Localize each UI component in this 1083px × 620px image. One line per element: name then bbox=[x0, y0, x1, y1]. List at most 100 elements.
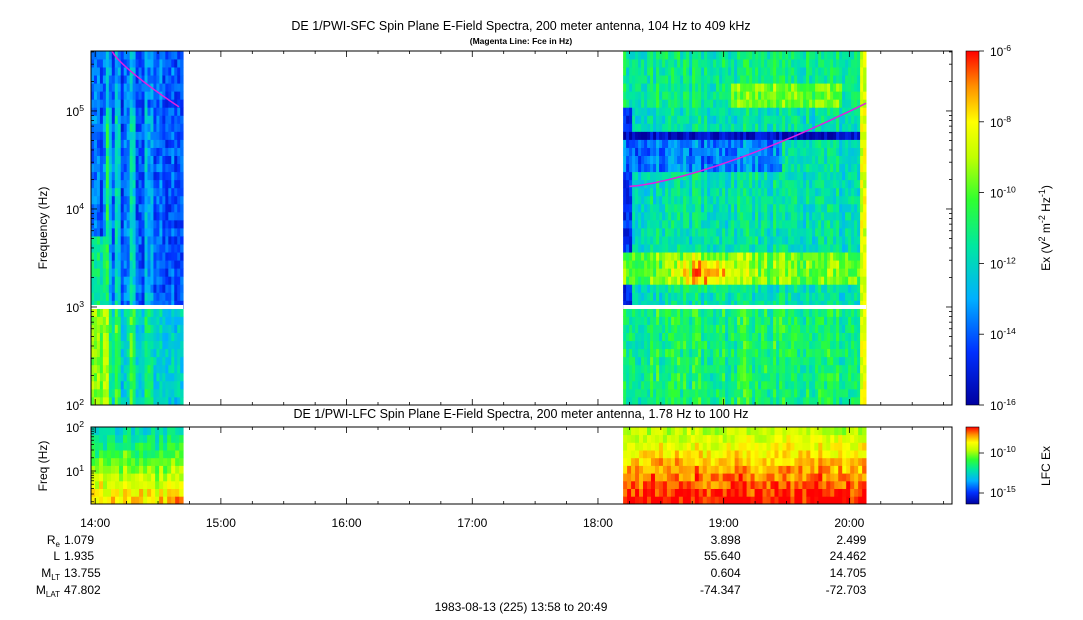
lfc-spectrogram-cell bbox=[107, 473, 112, 482]
sfc-spectrogram-cell bbox=[797, 75, 801, 84]
sfc-spectrogram-cell bbox=[641, 396, 645, 405]
sfc-spectrogram-cell bbox=[788, 332, 792, 342]
sfc-spectrogram-cell bbox=[668, 340, 672, 350]
sfc-spectrogram-cell bbox=[770, 308, 774, 317]
sfc-spectrogram-cell bbox=[776, 211, 780, 221]
sfc-spectrogram-cell bbox=[851, 260, 855, 269]
sfc-spectrogram-cell bbox=[147, 123, 151, 132]
sfc-spectrogram-cell bbox=[677, 300, 681, 309]
sfc-spectrogram-cell bbox=[159, 300, 163, 309]
sfc-spectrogram-cell bbox=[650, 211, 654, 221]
sfc-spectrogram-cell bbox=[135, 107, 139, 116]
sfc-spectrogram-cell bbox=[150, 51, 154, 60]
sfc-spectrogram-cell bbox=[746, 252, 750, 261]
sfc-spectrogram-cell bbox=[719, 364, 723, 374]
sfc-spectrogram-cell bbox=[656, 91, 660, 100]
sfc-spectrogram-cell bbox=[165, 131, 169, 140]
sfc-spectrogram-cell bbox=[168, 131, 172, 140]
lfc-spectrogram-cell bbox=[107, 442, 112, 451]
sfc-spectrogram-cell bbox=[623, 380, 627, 390]
sfc-spectrogram-cell bbox=[99, 324, 104, 333]
sfc-spectrogram-cell bbox=[833, 308, 837, 317]
sfc-spectrogram-cell bbox=[845, 380, 849, 390]
sfc-spectrogram-cell bbox=[707, 380, 711, 390]
sfc-spectrogram-cell bbox=[99, 260, 104, 269]
sfc-spectrogram-cell bbox=[683, 203, 687, 213]
sfc-spectrogram-cell bbox=[797, 211, 801, 221]
sfc-spectrogram-cell bbox=[626, 155, 630, 165]
sfc-spectrogram-cell bbox=[800, 123, 804, 132]
sfc-spectrogram-cell bbox=[791, 99, 795, 108]
sfc-spectrogram-cell bbox=[126, 163, 131, 173]
sfc-spectrogram-cell bbox=[668, 147, 672, 156]
sfc-spectrogram-cell bbox=[815, 260, 819, 269]
sfc-spectrogram-cell bbox=[776, 284, 780, 293]
sfc-spectrogram-cell bbox=[833, 244, 837, 253]
sfc-spectrogram-cell bbox=[91, 268, 95, 277]
sfc-spectrogram-cell bbox=[815, 276, 819, 285]
sfc-spectrogram-cell bbox=[153, 268, 157, 277]
sfc-spectrogram-cell bbox=[725, 284, 729, 293]
sfc-spectrogram-cell bbox=[671, 123, 675, 132]
sfc-spectrogram-cell bbox=[686, 340, 690, 350]
sfc-spectrogram-cell bbox=[863, 107, 867, 116]
sfc-spectrogram-cell bbox=[638, 131, 642, 140]
sfc-spectrogram-cell bbox=[153, 284, 157, 293]
sfc-spectrogram-cell bbox=[803, 67, 807, 76]
sfc-spectrogram-cell bbox=[812, 67, 816, 76]
sfc-spectrogram-cell bbox=[782, 268, 786, 277]
sfc-spectrogram-cell bbox=[740, 211, 744, 221]
sfc-spectrogram-cell bbox=[806, 147, 810, 156]
sfc-spectrogram-cell bbox=[174, 51, 178, 60]
sfc-spectrogram-cell bbox=[114, 340, 119, 350]
sfc-spectrogram-cell bbox=[779, 308, 783, 317]
sfc-spectrogram-cell bbox=[665, 292, 669, 301]
sfc-spectrogram-cell bbox=[626, 300, 630, 309]
sfc-spectrogram-cell bbox=[812, 388, 816, 398]
sfc-spectrogram-cell bbox=[776, 340, 780, 350]
sfc-spectrogram-cell bbox=[809, 324, 813, 333]
sfc-spectrogram-cell bbox=[707, 123, 711, 132]
sfc-spectrogram-cell bbox=[842, 308, 846, 317]
sfc-spectrogram-cell bbox=[150, 260, 154, 269]
sfc-spectrogram-cell bbox=[138, 83, 142, 92]
sfc-spectrogram-cell bbox=[641, 115, 645, 124]
sfc-spectrogram-cell bbox=[776, 187, 780, 197]
sfc-spectrogram-cell bbox=[683, 356, 687, 366]
sfc-spectrogram-cell bbox=[662, 83, 666, 92]
sfc-spectrogram-cell bbox=[105, 83, 110, 92]
sfc-spectrogram-cell bbox=[713, 316, 717, 325]
sfc-spectrogram-cell bbox=[159, 244, 163, 253]
sfc-spectrogram-cell bbox=[791, 348, 795, 358]
sfc-spectrogram-cell bbox=[138, 139, 142, 148]
sfc-spectrogram-cell bbox=[629, 228, 633, 237]
sfc-spectrogram-cell bbox=[773, 348, 777, 358]
sfc-spectrogram-cell bbox=[707, 83, 711, 92]
sfc-spectrogram-cell bbox=[845, 396, 849, 405]
sfc-spectrogram-cell bbox=[746, 396, 750, 405]
sfc-spectrogram-cell bbox=[818, 147, 822, 156]
sfc-spectrogram-cell bbox=[710, 364, 714, 374]
sfc-spectrogram-cell bbox=[629, 75, 633, 84]
sfc-spectrogram-cell bbox=[755, 348, 759, 358]
sfc-spectrogram-cell bbox=[725, 187, 729, 197]
sfc-spectrogram-cell bbox=[743, 139, 747, 148]
sfc-spectrogram-cell bbox=[701, 59, 705, 68]
sfc-spectrogram-cell bbox=[132, 380, 136, 390]
sfc-spectrogram-cell bbox=[707, 260, 711, 269]
sfc-spectrogram-cell bbox=[833, 139, 837, 148]
sfc-spectrogram-cell bbox=[755, 99, 759, 108]
sfc-spectrogram-cell bbox=[842, 91, 846, 100]
sfc-spectrogram-cell bbox=[701, 236, 705, 245]
sfc-spectrogram-cell bbox=[623, 396, 627, 405]
sfc-spectrogram-cell bbox=[662, 340, 666, 350]
sfc-spectrogram-cell bbox=[638, 179, 642, 189]
sfc-spectrogram-cell bbox=[758, 171, 762, 181]
sfc-spectrogram-cell bbox=[737, 388, 741, 398]
sfc-spectrogram-cell bbox=[830, 268, 834, 277]
sfc-spectrogram-cell bbox=[722, 131, 726, 140]
sfc-spectrogram-cell bbox=[138, 171, 142, 181]
sfc-spectrogram-cell bbox=[845, 99, 849, 108]
sfc-spectrogram-cell bbox=[165, 83, 169, 92]
sfc-spectrogram-cell bbox=[833, 324, 837, 333]
